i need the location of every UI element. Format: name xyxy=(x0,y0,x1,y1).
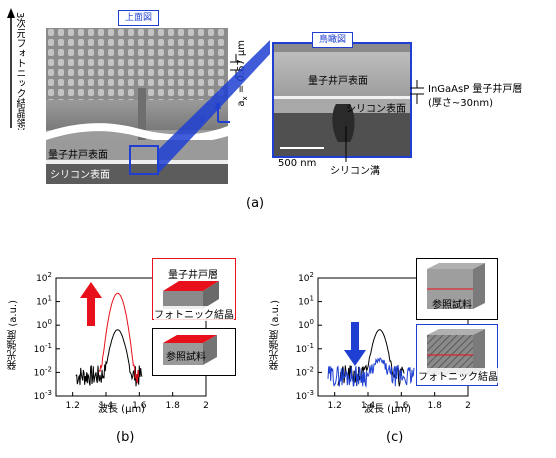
caption-a: (a) xyxy=(246,196,265,211)
zoom-connector xyxy=(158,40,270,174)
ref-sample-box-b xyxy=(152,328,236,376)
pc-sample-drawing xyxy=(163,281,219,309)
y-tick-label: 10-2 xyxy=(34,365,52,378)
trace-photonic-b xyxy=(98,292,140,384)
pc-box-label-c: フォトニック結晶 xyxy=(418,368,498,383)
xlabel-b: 波長 (μm) xyxy=(98,404,146,415)
qw-layer-label-2: (厚さ~30nm) xyxy=(428,98,493,109)
x-tick-label: 1.2 xyxy=(66,401,80,411)
qw-surface-label-right: 量子井戸表面 xyxy=(308,76,368,87)
trace-photonic-c xyxy=(327,357,415,389)
increase-arrow xyxy=(80,282,102,326)
ylabel-b: 発光強度 (a.u.) xyxy=(8,300,19,370)
birds-eye-sem-frame xyxy=(272,42,412,158)
si-trench-label: シリコン溝 xyxy=(330,166,380,177)
qw-surface-label-left: 量子井戸表面 xyxy=(48,150,108,161)
qw-layer-marker xyxy=(410,80,424,104)
caption-c: (c) xyxy=(386,430,404,445)
y-tick-label: 101 xyxy=(298,295,314,308)
y-tick-label: 101 xyxy=(36,295,52,308)
y-tick-label: 10-1 xyxy=(296,342,314,355)
y-tick-label: 102 xyxy=(298,271,314,284)
decrease-arrow xyxy=(344,322,366,366)
scalebar-label: 500 nm xyxy=(278,158,317,169)
x-tick-label: 1.4 xyxy=(99,401,114,411)
y-tick-label: 10-1 xyxy=(34,342,52,355)
birds-eye-tag: 鳥瞰図 xyxy=(312,32,354,48)
y-tick-label: 10-3 xyxy=(296,389,314,402)
ylabel-c: 発光強度 (a.u.) xyxy=(270,300,281,370)
x-tick-label: 1.8 xyxy=(428,401,443,411)
si-surface-label-left: シリコン表面 xyxy=(50,170,110,181)
caption-b: (b) xyxy=(116,430,135,445)
birds-eye-sem-image xyxy=(274,44,410,156)
pc-box-label-b: フォトニック結晶 xyxy=(154,306,234,321)
x-tick-label: 1.8 xyxy=(166,401,181,411)
x-tick-label: 2 xyxy=(465,401,471,411)
x-tick-label: 1.6 xyxy=(132,401,147,411)
trench-pointer xyxy=(345,126,347,162)
ref-sample-drawing-c xyxy=(427,263,485,309)
ref-box-label-b: 参照試料 xyxy=(166,352,206,363)
xlabel-c: 波長 (μm) xyxy=(364,404,412,415)
ref-box-label-c: 参照試料 xyxy=(432,300,472,311)
ref-sample-drawing-b xyxy=(163,335,217,365)
si-surface-label-right: シリコン表面 xyxy=(346,104,406,115)
x-tick-label: 1.4 xyxy=(361,401,376,411)
x-tick-label: 1.6 xyxy=(394,401,409,411)
top-view-tag: 上面図 xyxy=(118,10,160,26)
y-tick-label: 102 xyxy=(36,271,52,284)
x-tick-label: 2 xyxy=(203,401,209,411)
photonic-region-label: 3次元フォトニック結晶領域 xyxy=(14,12,25,130)
x-tick-label: 1.2 xyxy=(328,401,342,411)
y-tick-label: 100 xyxy=(36,318,52,331)
y-tick-label: 10-2 xyxy=(296,365,314,378)
trace-reference-b xyxy=(75,329,143,387)
qw-layer-label-1: InGaAsP 量子井戸層 xyxy=(428,84,523,95)
y-tick-label: 100 xyxy=(298,318,314,331)
region-arrow xyxy=(7,8,15,128)
ref-sample-box-c xyxy=(416,258,498,320)
y-tick-label: 10-3 xyxy=(34,389,52,402)
qw-layer-box-label: 量子井戸層 xyxy=(168,270,218,281)
